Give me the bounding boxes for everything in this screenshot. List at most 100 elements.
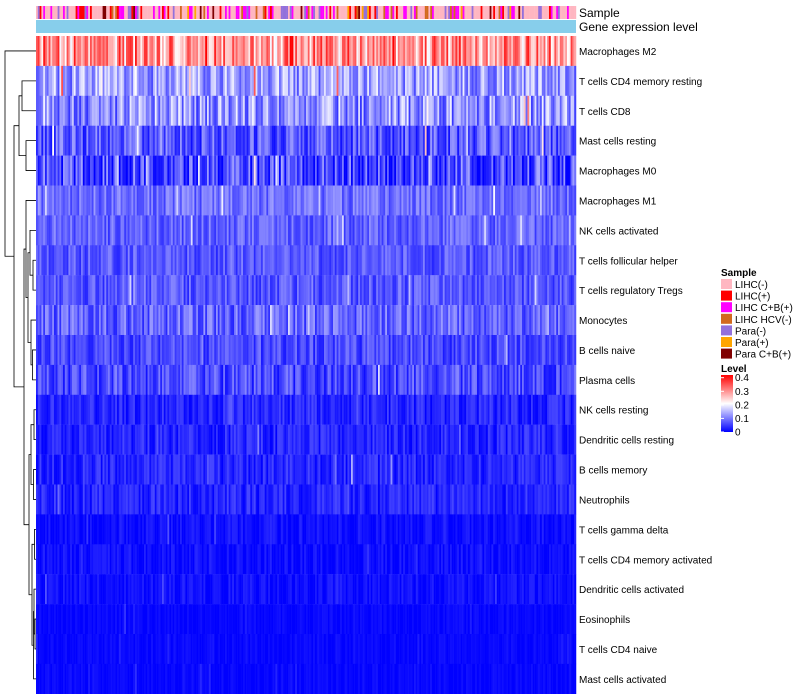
- heatmap-cell: [520, 125, 523, 156]
- heatmap-cell: [133, 245, 136, 276]
- heatmap-cell: [316, 394, 319, 425]
- heatmap-cell: [469, 424, 472, 455]
- heatmap-cell: [493, 95, 496, 126]
- heatmap-cell: [455, 424, 458, 455]
- heatmap-cell: [147, 245, 150, 276]
- heatmap-cell: [532, 335, 535, 366]
- heatmap-cell: [138, 424, 141, 455]
- heatmap-cell: [163, 125, 166, 156]
- heatmap-cell: [178, 275, 181, 306]
- heatmap-cell: [340, 215, 343, 246]
- heatmap-cell: [90, 125, 93, 156]
- heatmap-cell: [142, 215, 145, 246]
- heatmap-cell: [192, 275, 195, 306]
- heatmap-cell: [266, 95, 269, 126]
- heatmap-cell: [504, 424, 507, 455]
- heatmap-cell: [187, 155, 190, 186]
- heatmap-cell: [495, 215, 498, 246]
- heatmap-cell: [325, 125, 328, 156]
- heatmap-cell: [129, 484, 132, 515]
- heatmap-cell: [286, 484, 289, 515]
- heatmap-cell: [246, 65, 249, 96]
- heatmap-cell: [261, 364, 264, 395]
- sample-annotation-cell: [383, 6, 386, 19]
- heatmap-cell: [43, 155, 46, 186]
- heatmap-cell: [529, 155, 532, 186]
- sample-annotation-cell: [520, 6, 523, 19]
- heatmap-cell: [160, 394, 163, 425]
- heatmap-cell: [486, 394, 489, 425]
- heatmap-cell: [63, 245, 66, 276]
- heatmap-cell: [88, 335, 91, 366]
- heatmap-cell: [280, 95, 283, 126]
- heatmap-cell: [298, 454, 301, 485]
- heatmap-cell: [543, 364, 546, 395]
- heatmap-cell: [322, 364, 325, 395]
- heatmap-cell: [451, 185, 454, 216]
- heatmap-cell: [205, 394, 208, 425]
- heatmap-cell: [408, 215, 411, 246]
- sample-annotation-cell: [385, 6, 388, 19]
- heatmap-cell: [563, 65, 566, 96]
- heatmap-cell: [379, 95, 382, 126]
- heatmap-cell: [68, 155, 71, 186]
- heatmap-cell: [190, 305, 193, 336]
- heatmap-cell: [559, 65, 562, 96]
- heatmap-cell: [387, 65, 390, 96]
- heatmap-cell: [104, 454, 107, 485]
- heatmap-cell: [439, 65, 442, 96]
- heatmap-cell: [88, 155, 91, 186]
- heatmap-cell: [180, 484, 183, 515]
- sample-annotation-cell: [304, 6, 307, 19]
- heatmap-cell: [86, 275, 89, 306]
- heatmap-cell: [262, 36, 265, 67]
- heatmap-cell: [520, 65, 523, 96]
- heatmap-cell: [437, 305, 440, 336]
- heatmap-cell: [318, 275, 321, 306]
- heatmap-cell: [212, 245, 215, 276]
- heatmap-cell: [316, 215, 319, 246]
- heatmap-cell: [529, 245, 532, 276]
- heatmap-cell: [235, 454, 238, 485]
- heatmap-cell: [126, 95, 129, 126]
- heatmap-cell: [507, 95, 510, 126]
- heatmap-cell: [153, 125, 156, 156]
- heatmap-cell: [68, 65, 71, 96]
- heatmap-cell: [572, 364, 575, 395]
- heatmap-cell: [556, 155, 559, 186]
- heatmap-cell: [241, 125, 244, 156]
- heatmap-cell: [468, 155, 471, 186]
- heatmap-cell: [271, 454, 274, 485]
- heatmap-cell: [82, 484, 85, 515]
- heatmap-cell: [527, 36, 530, 67]
- heatmap-cell: [167, 484, 170, 515]
- heatmap-cell: [214, 275, 217, 306]
- heatmap-cell: [127, 335, 130, 366]
- heatmap-cell: [552, 36, 555, 67]
- heatmap-cell: [138, 65, 141, 96]
- heatmap-cell: [396, 36, 399, 67]
- heatmap-cell: [414, 424, 417, 455]
- heatmap-cell: [75, 275, 78, 306]
- heatmap-cell: [295, 245, 298, 276]
- heatmap-cell: [334, 275, 337, 306]
- heatmap-cell: [145, 215, 148, 246]
- heatmap-cell: [189, 275, 192, 306]
- heatmap-cell: [520, 454, 523, 485]
- heatmap-cell: [307, 36, 310, 67]
- heatmap-cell: [129, 394, 132, 425]
- heatmap-cell: [79, 95, 82, 126]
- heatmap-cell: [486, 245, 489, 276]
- heatmap-cell: [307, 424, 310, 455]
- heatmap-cell: [451, 95, 454, 126]
- heatmap-cell: [109, 36, 112, 67]
- heatmap-cell: [111, 424, 114, 455]
- heatmap-cell: [356, 364, 359, 395]
- heatmap-cell: [423, 125, 426, 156]
- heatmap-cell: [552, 335, 555, 366]
- heatmap-cell: [540, 364, 543, 395]
- heatmap-cell: [113, 394, 116, 425]
- heatmap-cell: [313, 125, 316, 156]
- heatmap-cell: [253, 305, 256, 336]
- heatmap-cell: [325, 364, 328, 395]
